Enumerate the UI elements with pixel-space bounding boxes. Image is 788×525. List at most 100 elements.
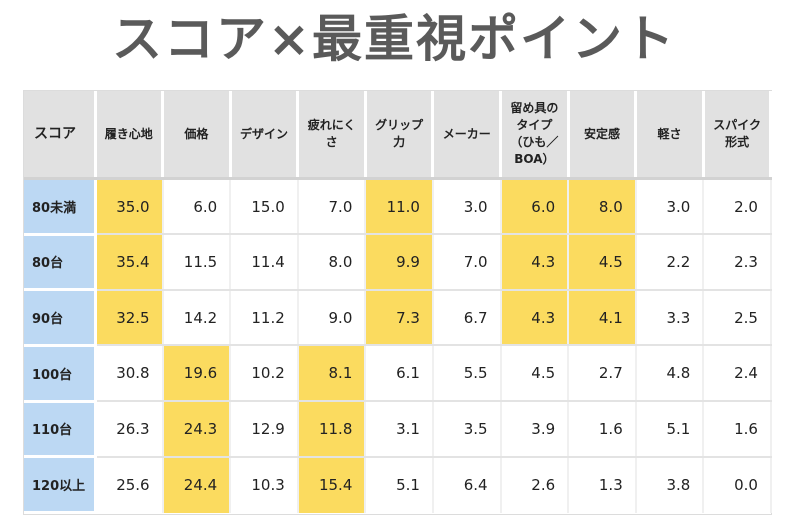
table-cell: 25.6: [95, 456, 164, 513]
column-header: スパイク 形式: [703, 91, 773, 180]
row-header: 90台: [24, 289, 97, 347]
chart-title: スコア×最重視ポイント: [112, 10, 676, 68]
table-cell: 4.1: [568, 289, 637, 347]
table-cell: 24.4: [162, 456, 232, 513]
row-header: 120以上: [24, 456, 97, 514]
column-header-line: BOA）: [514, 152, 555, 166]
table-cell: 3.3: [635, 289, 705, 347]
table-row: 100台 30.8 19.6 10.2 8.1 6.1 5.5 4.5 2.7 4.8 2.4: [24, 345, 772, 403]
table-cell: 4.3: [500, 234, 570, 291]
table-cell: 26.3: [95, 401, 164, 458]
table-cell: 14.2: [162, 289, 232, 347]
table-cell: 12.9: [230, 401, 299, 458]
table-cell: 3.9: [500, 401, 570, 458]
table-cell: 11.8: [297, 401, 367, 458]
column-header-line: 軽さ: [657, 126, 682, 141]
table-cell: 4.5: [568, 234, 637, 291]
table-cell: 8.1: [297, 345, 367, 403]
column-header-line: さ: [325, 135, 338, 149]
row-header: 100台: [24, 345, 97, 403]
column-header-line: グリップ: [375, 118, 424, 132]
table-cell: 32.5: [95, 289, 164, 347]
table-cell: 2.5: [703, 289, 772, 347]
table-cell: 9.9: [365, 234, 434, 291]
column-header: 疲れにくさ: [297, 91, 367, 180]
column-header-line: （ひも／: [510, 135, 559, 149]
table-cell: 10.3: [230, 456, 299, 513]
table-cell: 0.0: [703, 456, 772, 513]
table-cell: 11.5: [162, 234, 232, 291]
table-cell: 3.0: [432, 178, 502, 236]
column-header: 価格: [162, 91, 232, 180]
table-cell: 2.6: [500, 456, 570, 513]
column-header-line: 留め具の: [510, 101, 559, 115]
column-header-line: 価格: [184, 126, 209, 141]
column-header-line: 安定感: [583, 126, 620, 141]
table-cell: 35.4: [95, 234, 164, 291]
column-header-line: メーカー: [442, 126, 491, 141]
table-cell: 2.3: [703, 234, 772, 291]
table-cell: 5.5: [432, 345, 502, 403]
table-cell: 19.6: [162, 345, 232, 403]
column-header: メーカー: [432, 91, 503, 180]
column-header: 履き心地: [95, 91, 165, 180]
table-row: 80未満 35.0 6.0 15.0 7.0 11.0 3.0 6.0 8.0 3.0 2.0: [24, 178, 772, 236]
table-cell: 30.8: [95, 345, 164, 403]
table-cell: 8.0: [568, 178, 637, 236]
column-header-line: 形式: [725, 135, 750, 149]
table-cell: 15.4: [297, 456, 367, 513]
table-cell: 4.5: [500, 345, 570, 403]
table-cell: 7.0: [432, 234, 502, 291]
table-cell: 7.0: [297, 178, 367, 236]
table-cell: 6.4: [432, 456, 502, 513]
table-cell: 8.0: [297, 234, 367, 291]
table-row: 90台 32.5 14.2 11.2 9.0 7.3 6.7 4.3 4.1 3.3 2.5: [24, 289, 772, 347]
table-cell: 6.0: [500, 178, 570, 236]
corner-header-score: スコア: [24, 91, 97, 180]
table-cell: 11.4: [230, 234, 299, 291]
table-cell: 15.0: [230, 178, 299, 236]
table-cell: 4.8: [635, 345, 705, 403]
column-header: 軽さ: [635, 91, 705, 180]
row-header: 80未満: [24, 178, 97, 236]
table-cell: 1.6: [568, 401, 637, 458]
table-cell: 5.1: [635, 401, 705, 458]
row-header: 80台: [24, 234, 97, 292]
table-row: 80台 35.4 11.5 11.4 8.0 9.9 7.0 4.3 4.5 2.2 2.3: [24, 234, 772, 292]
column-header-line: スパイク: [713, 118, 762, 132]
table-cell: 3.5: [432, 401, 502, 458]
table-body: 80未満 35.0 6.0 15.0 7.0 11.0 3.0 6.0 8.0 3.0 2.0 80台…: [24, 178, 772, 514]
table-cell: 35.0: [95, 178, 164, 236]
column-header-line: 履き心地: [104, 126, 153, 141]
column-header: デザイン: [230, 91, 300, 180]
table-cell: 11.2: [230, 289, 299, 347]
table-cell: 2.0: [703, 178, 772, 236]
column-header: 安定感: [568, 91, 638, 180]
table-cell: 3.1: [365, 401, 434, 458]
header-row: スコア 履き心地 価格 デザイン 疲れにくさグリップ力メーカー 留め具の タイプ （ひも／ B…: [24, 91, 773, 180]
table-cell: 1.3: [568, 456, 637, 513]
row-header: 110台: [24, 401, 97, 459]
column-header-line: 疲れにく: [307, 118, 356, 132]
table-cell: 4.3: [500, 289, 570, 347]
table-row: 120以上 25.6 24.4 10.3 15.4 5.1 6.4 2.6 1.3 3.8 0.0: [24, 456, 772, 514]
score-priority-table-container: スコア 履き心地 価格 デザイン 疲れにくさグリップ力メーカー 留め具の タイプ （ひも／ B…: [24, 91, 773, 514]
table-cell: 3.8: [635, 456, 705, 513]
table-cell: 6.0: [162, 178, 232, 236]
score-priority-table: スコア 履き心地 価格 デザイン 疲れにくさグリップ力メーカー 留め具の タイプ （ひも／ B…: [24, 91, 773, 514]
table-cell: 10.2: [230, 345, 299, 403]
table-cell: 5.1: [365, 456, 434, 513]
column-header: 留め具のタイプ （ひも／ BOA）: [500, 91, 570, 180]
column-header-line: デザイン: [239, 126, 288, 141]
table-cell: 7.3: [365, 289, 434, 347]
column-header-line: タイプ: [516, 118, 553, 132]
table-cell: 24.3: [162, 401, 232, 458]
table-cell: 11.0: [365, 178, 434, 236]
table-row: 110台 26.3 24.3 12.9 11.8 3.1 3.5 3.9 1.6 5.1 1.6: [24, 401, 772, 459]
table-cell: 2.7: [568, 345, 637, 403]
table-cell: 6.7: [432, 289, 502, 347]
column-header: グリップ力: [365, 91, 435, 180]
column-header-line: 力: [393, 135, 406, 149]
table-cell: 2.2: [635, 234, 705, 291]
table-cell: 2.4: [703, 345, 772, 403]
